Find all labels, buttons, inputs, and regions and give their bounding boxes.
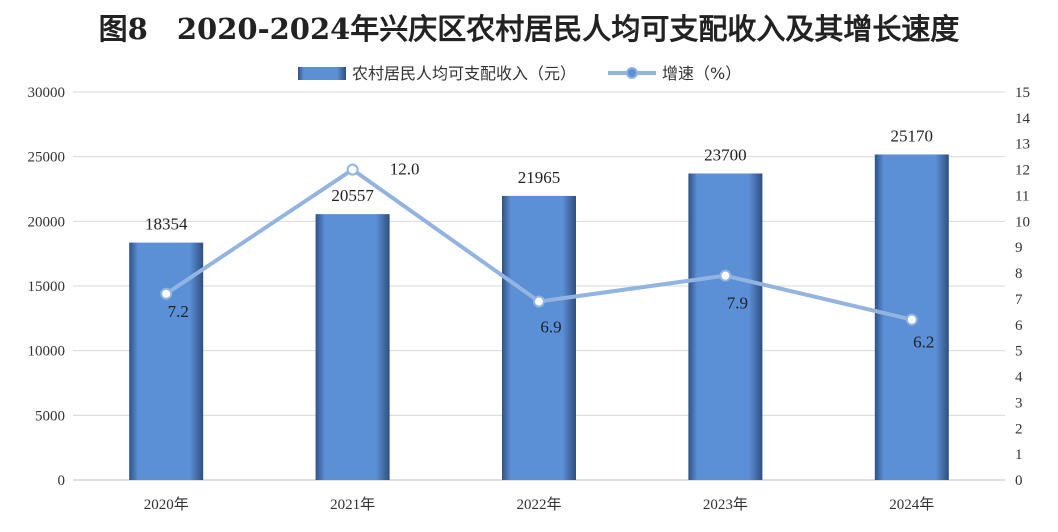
right-tick-label: 6 [1015,318,1023,334]
left-tick-label: 10000 [28,344,66,360]
right-tick-label: 12 [1015,163,1030,179]
x-tick-label: 2022年 [516,496,561,513]
right-tick-label: 7 [1015,292,1023,308]
line-value-label: 6.9 [540,318,561,337]
right-tick-label: 4 [1015,370,1023,386]
legend-line-marker [626,67,638,79]
left-tick-label: 0 [58,473,66,489]
bar-value-label: 18354 [145,215,188,234]
bar [502,195,576,481]
right-tick-label: 3 [1015,395,1023,411]
line-value-label: 7.9 [727,294,748,313]
bar [129,242,204,480]
line-point [346,163,359,176]
left-tick-label: 20000 [28,214,66,230]
right-tick-label: 9 [1015,240,1023,256]
left-tick-label: 30000 [28,85,66,101]
right-tick-label: 15 [1015,85,1030,101]
line-value-label: 7.2 [168,302,189,321]
right-tick-label: 8 [1015,266,1023,282]
right-tick-label: 13 [1015,137,1030,153]
legend: 农村居民人均可支配收入（元） 增速（%） [298,64,741,83]
left-tick-label: 25000 [28,150,66,166]
legend-bar-swatch [298,67,346,80]
line-value-label: 6.2 [913,333,934,352]
line-point [719,269,732,282]
bar-value-label: 20557 [331,186,374,205]
x-tick-label: 2021年 [330,496,375,513]
legend-line-label: 增速（%） [662,64,741,83]
right-tick-label: 2 [1015,421,1023,437]
chart-title: 图8 2020-2024年兴庆区农村居民人均可支配收入及其增长速度 [98,12,960,46]
right-tick-label: 1 [1015,447,1023,463]
line-value-label: 12.0 [390,160,420,179]
x-axis: 2020年 2021年 2022年 2023年 2024年 [144,496,935,513]
right-tick-label: 14 [1015,111,1031,127]
bar-series [129,154,949,481]
left-tick-label: 5000 [35,408,65,424]
line-series [160,163,918,326]
left-y-axis: 0 5000 10000 15000 20000 25000 30000 [28,85,66,489]
legend-bar-label: 农村居民人均可支配收入（元） [352,64,576,83]
line-point [533,295,545,308]
line-point [160,287,173,300]
left-tick-label: 15000 [28,279,66,295]
bar-value-label: 21965 [518,168,561,187]
line-point [905,313,918,326]
data-labels: 18354 20557 21965 23700 25170 7.2 12.0 6.9 7.9 6.… [145,126,934,351]
bar [688,173,763,481]
right-tick-label: 11 [1015,188,1029,204]
x-tick-label: 2023年 [703,496,748,513]
x-tick-label: 2024年 [889,496,934,513]
bar-value-label: 25170 [891,126,934,145]
right-tick-label: 0 [1015,473,1023,489]
bar-value-label: 23700 [704,145,747,164]
x-tick-label: 2020年 [144,496,189,513]
bar [315,214,390,481]
right-tick-label: 10 [1015,214,1030,230]
right-tick-label: 5 [1015,344,1023,360]
